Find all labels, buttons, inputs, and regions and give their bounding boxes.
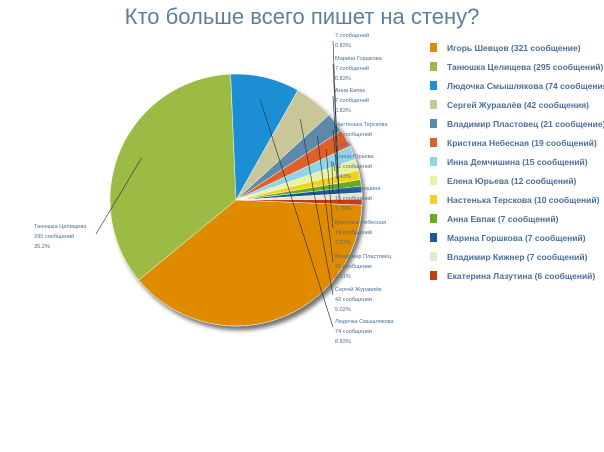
callout-label: 295 сообщений xyxy=(34,233,74,240)
legend-item: Игорь Шевцов (321 сообщение) xyxy=(430,38,604,57)
callout-leader-line xyxy=(332,129,338,180)
callout-label: 8.83% xyxy=(335,339,351,345)
legend-label: Елена Юрьева (12 сообщений) xyxy=(447,175,577,186)
legend-swatch xyxy=(430,233,437,242)
legend-item: Анна Евпак (7 сообщений) xyxy=(430,209,604,228)
callout-label: Марина Горшкова xyxy=(335,56,383,62)
callout-leader-line xyxy=(95,157,142,235)
callout-label: 74 сообщения xyxy=(335,329,372,335)
legend-swatch xyxy=(430,138,437,147)
legend-label: Настенька Терскова (10 сообщений) xyxy=(447,194,600,205)
legend-item: Владимир Пластовец (21 сообщение) xyxy=(430,114,604,133)
pie-slice xyxy=(138,199,363,327)
pie-slices xyxy=(109,73,363,327)
legend-swatch xyxy=(430,195,437,204)
callout-label: Инна Демчишина xyxy=(335,186,381,192)
pie-slice xyxy=(109,73,237,281)
callout-label: 42 сообщения xyxy=(335,297,372,303)
callout-labels: 7 сообщений 0.83% Марина Горшкова 7 сообщен… xyxy=(34,32,394,345)
callout-label: 19 сообщений xyxy=(335,229,372,236)
legend-swatch xyxy=(430,252,437,261)
callout-label: Танюшка Целищева xyxy=(34,224,87,230)
callout-label: 7 сообщений xyxy=(335,97,369,104)
callout-label: 0.83% xyxy=(335,76,351,82)
callout-label: Елена Юрьева xyxy=(335,154,375,160)
legend-swatch xyxy=(430,157,437,166)
legend-swatch xyxy=(430,81,437,90)
callout-label: Людочка Смышлякова xyxy=(335,319,394,325)
legend-swatch xyxy=(430,100,437,109)
callout-label: Настенька Терскова xyxy=(335,122,388,128)
legend-item: Марина Горшкова (7 сообщений) xyxy=(430,228,604,247)
legend-label: Людочка Смышлякова (74 сообщения) xyxy=(447,80,604,91)
callout-label: 7 сообщений xyxy=(335,32,369,39)
callout-label: 5.02% xyxy=(335,307,351,313)
callout-leader-line xyxy=(317,136,334,263)
callout-label: 10 сообщений xyxy=(335,131,372,138)
callout-label: 12 сообщений xyxy=(335,163,372,170)
legend-label: Танюшка Целищева (295 сообщений) xyxy=(447,61,604,72)
legend-item: Владимир Кижнер (7 сообщений) xyxy=(430,247,604,266)
callout-label: 21 сообщение xyxy=(335,264,372,270)
callout-label: 0.83% xyxy=(335,108,351,114)
legend-swatch xyxy=(430,119,437,128)
legend-swatch xyxy=(430,43,437,52)
legend-label: Владимир Пластовец (21 сообщение) xyxy=(447,118,604,129)
legend-label: Инна Демчишина (15 сообщений) xyxy=(447,156,588,167)
callout-leader-line xyxy=(332,63,340,192)
legend-item: Екатерина Лазутина (6 сообщений) xyxy=(430,266,604,285)
callout-label: 2.27% xyxy=(335,240,351,246)
callout-leader-line xyxy=(332,95,339,186)
legend-item: Сергей Журавлёв (42 сообщения) xyxy=(430,95,604,114)
legend-item: Инна Демчишина (15 сообщений) xyxy=(430,152,604,171)
callout-label: 1.43% xyxy=(335,174,351,180)
callout-label: 15 сообщений xyxy=(335,195,372,202)
legend-label: Кристина Небесная (19 сообщений) xyxy=(447,137,597,148)
callout-label: 0.83% xyxy=(335,43,351,49)
legend-label: Владимир Кижнер (7 сообщений) xyxy=(447,251,588,262)
legend: Игорь Шевцов (321 сообщение) Танюшка Цели… xyxy=(430,38,604,285)
callout-label: 1.19% xyxy=(335,142,351,148)
legend-swatch xyxy=(430,176,437,185)
chart-title: Кто больше всего пишет на стену? xyxy=(124,4,480,29)
callout-leader-line xyxy=(299,119,334,296)
callout-label: Сергей Журавлёв xyxy=(335,286,381,293)
legend-item: Людочка Смышлякова (74 сообщения) xyxy=(430,76,604,95)
legend-label: Игорь Шевцов (321 сообщение) xyxy=(447,42,581,53)
legend-label: Сергей Журавлёв (42 сообщения) xyxy=(447,99,590,110)
callout-label: Анна Евпак xyxy=(335,88,365,94)
legend-item: Танюшка Целищева (295 сообщений) xyxy=(430,57,604,76)
callout-leader-line xyxy=(331,161,334,195)
legend-label: Екатерина Лазутина (6 сообщений) xyxy=(447,270,596,281)
callout-label: Владимир Пластовец xyxy=(335,254,392,260)
callout-label: 2.51% xyxy=(335,274,351,280)
callout-label: 1.79% xyxy=(335,206,351,212)
legend-swatch xyxy=(430,62,437,71)
callout-label: 7 сообщений xyxy=(335,65,369,72)
callout-leaders xyxy=(95,40,340,328)
legend-swatch xyxy=(430,271,437,280)
callout-leader-line xyxy=(332,161,336,172)
callout-leader-line xyxy=(325,149,334,229)
legend-label: Анна Евпак (7 сообщений) xyxy=(447,213,559,224)
legend-item: Кристина Небесная (19 сообщений) xyxy=(430,133,604,152)
legend-item: Елена Юрьева (12 сообщений) xyxy=(430,171,604,190)
callout-leader-line xyxy=(259,99,334,328)
callout-label: 35.2% xyxy=(34,244,50,250)
legend-item: Настенька Терскова (10 сообщений) xyxy=(430,190,604,209)
callout-label: Кристина Небесная xyxy=(335,220,386,226)
legend-label: Марина Горшкова (7 сообщений) xyxy=(447,232,586,243)
legend-swatch xyxy=(430,214,437,223)
